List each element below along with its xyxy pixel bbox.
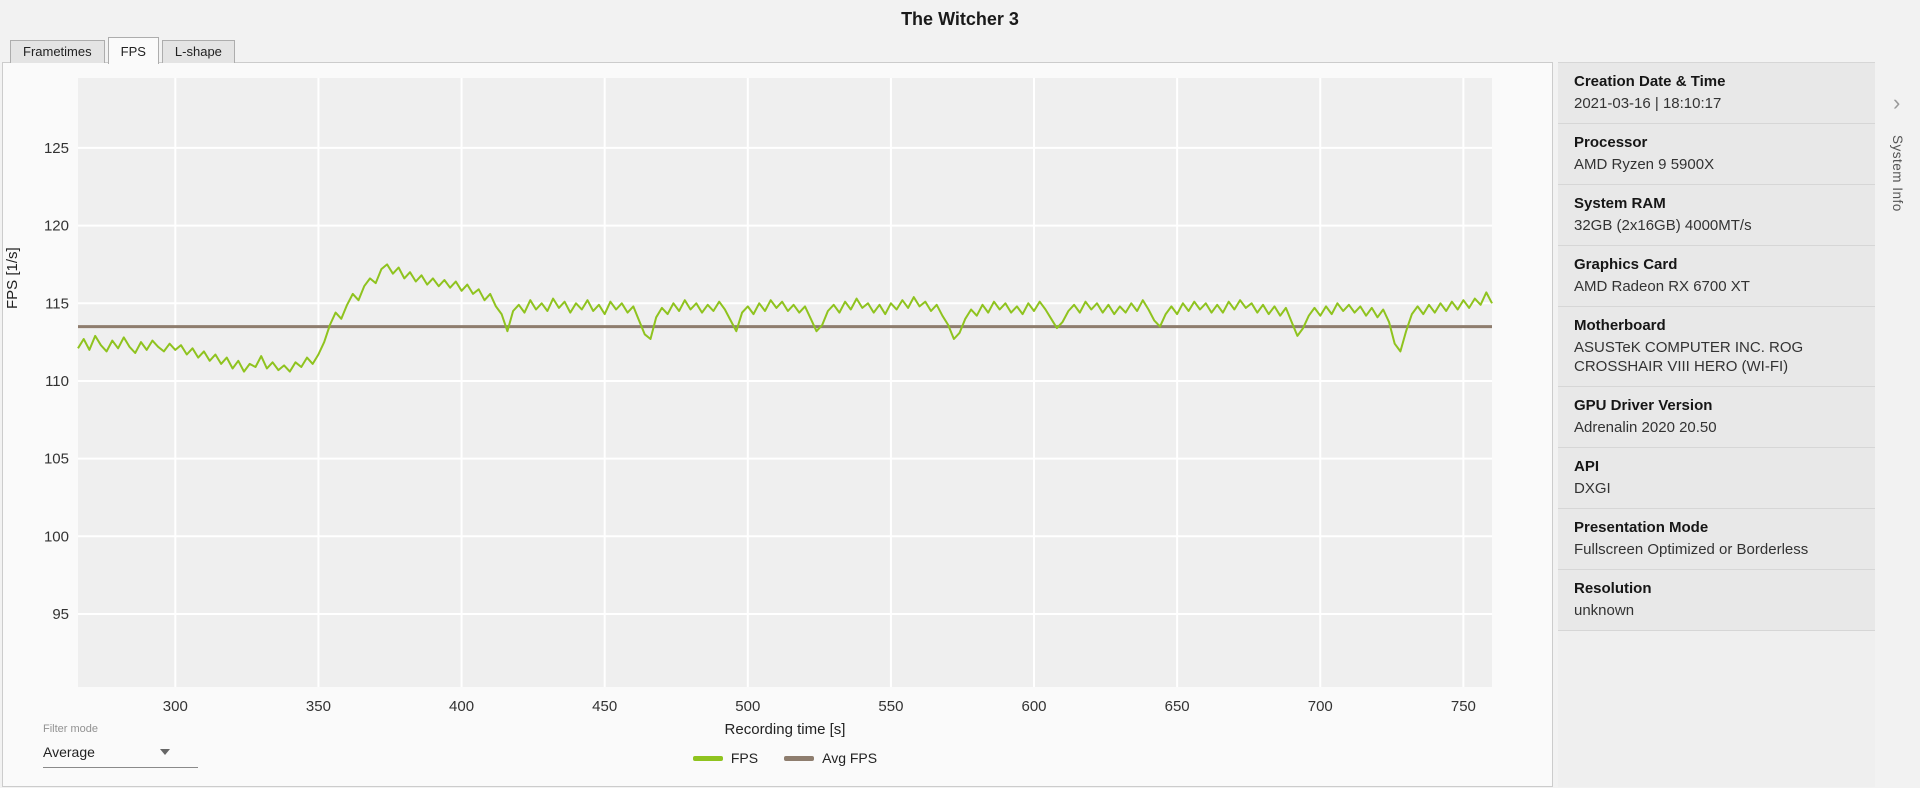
collapse-chevron-icon[interactable]: › bbox=[1893, 90, 1901, 115]
entry-value: Adrenalin 2020 20.50 bbox=[1574, 419, 1717, 436]
entry-value: unknown bbox=[1574, 602, 1635, 619]
entry-value: Fullscreen Optimized or Borderless bbox=[1574, 541, 1809, 558]
x-axis-label: Recording time [s] bbox=[724, 721, 846, 738]
system-info-entry: Motherboard ASUSTeK COMPUTER INC. ROG CR… bbox=[1558, 307, 1875, 387]
system-info-entry: Processor AMD Ryzen 9 5900X bbox=[1558, 124, 1875, 185]
entry-label: API bbox=[1574, 458, 1600, 475]
tab-lshape[interactable]: L-shape bbox=[161, 40, 235, 63]
system-info-entry: System RAM 32GB (2x16GB) 4000MT/s bbox=[1558, 185, 1875, 246]
system-info-entry: GPU Driver Version Adrenalin 2020 20.50 bbox=[1558, 387, 1875, 448]
page-title: The Witcher 3 bbox=[901, 9, 1019, 29]
entry-value: DXGI bbox=[1574, 480, 1611, 497]
system-info-entry: API DXGI bbox=[1558, 448, 1875, 509]
entry-value: ASUSTeK COMPUTER INC. ROG CROSSHAIR VIII… bbox=[1574, 339, 1804, 375]
entry-label: Creation Date & Time bbox=[1574, 73, 1726, 90]
legend-item-fps: FPS bbox=[692, 750, 759, 766]
system-info-entry: Resolution unknown bbox=[1558, 570, 1875, 631]
fps-chart[interactable]: 300 350 400 450 500 550 600 650 700 750 95 100 105 11… bbox=[3, 63, 1552, 728]
svg-text:550: 550 bbox=[878, 698, 903, 715]
svg-text:120: 120 bbox=[44, 218, 69, 235]
svg-text:95: 95 bbox=[52, 606, 69, 623]
legend-label-avg-fps: Avg FPS bbox=[822, 750, 878, 766]
system-info-entry: Graphics Card AMD Radeon RX 6700 XT bbox=[1558, 246, 1875, 307]
svg-text:105: 105 bbox=[44, 451, 69, 468]
entry-label: Resolution bbox=[1574, 580, 1652, 597]
entry-value: 2021-03-16 | 18:10:17 bbox=[1574, 95, 1722, 112]
entry-value: AMD Ryzen 9 5900X bbox=[1574, 156, 1715, 173]
svg-text:500: 500 bbox=[735, 698, 760, 715]
svg-text:650: 650 bbox=[1165, 698, 1190, 715]
svg-text:300: 300 bbox=[163, 698, 188, 715]
legend-label-fps: FPS bbox=[730, 750, 759, 766]
svg-text:700: 700 bbox=[1308, 698, 1333, 715]
svg-text:400: 400 bbox=[449, 698, 474, 715]
entry-label: Motherboard bbox=[1574, 317, 1666, 334]
entry-label: Graphics Card bbox=[1574, 256, 1678, 273]
filter-mode-value: Average bbox=[43, 744, 95, 760]
entry-value: 32GB (2x16GB) 4000MT/s bbox=[1574, 217, 1752, 234]
entry-label: System RAM bbox=[1574, 195, 1666, 212]
system-info-entry: Presentation Mode Fullscreen Optimized o… bbox=[1558, 509, 1875, 570]
svg-text:100: 100 bbox=[44, 528, 69, 545]
svg-text:450: 450 bbox=[592, 698, 617, 715]
system-info-rail-tab[interactable]: System Info bbox=[1890, 135, 1905, 212]
entry-value: AMD Radeon RX 6700 XT bbox=[1574, 278, 1750, 295]
svg-text:350: 350 bbox=[306, 698, 331, 715]
svg-text:125: 125 bbox=[44, 140, 69, 157]
system-info-entry: Creation Date & Time 2021-03-16 | 18:10:… bbox=[1558, 62, 1875, 124]
chart-panel: 300 350 400 450 500 550 600 650 700 750 95 100 105 11… bbox=[2, 62, 1553, 787]
entry-label: GPU Driver Version bbox=[1574, 397, 1713, 414]
tab-strip: Frametimes FPS L-shape bbox=[10, 37, 238, 64]
dropdown-arrow-icon bbox=[160, 749, 170, 755]
entry-label: Presentation Mode bbox=[1574, 519, 1709, 536]
system-info-panel: Creation Date & Time 2021-03-16 | 18:10:… bbox=[1558, 62, 1875, 787]
svg-text:115: 115 bbox=[45, 295, 69, 312]
legend-item-avg-fps: Avg FPS bbox=[784, 750, 877, 766]
filter-mode-label: Filter mode bbox=[43, 723, 99, 735]
svg-text:750: 750 bbox=[1451, 698, 1476, 715]
tab-fps[interactable]: FPS bbox=[107, 37, 159, 64]
avg-fps-line-swatch bbox=[784, 755, 815, 761]
entry-label: Processor bbox=[1574, 134, 1648, 151]
filter-mode-block: Filter mode Average bbox=[43, 723, 203, 768]
y-axis-label: FPS [1/s] bbox=[4, 247, 21, 309]
chart-legend: FPS Avg FPS bbox=[78, 750, 1492, 766]
svg-text:600: 600 bbox=[1022, 698, 1047, 715]
svg-text:110: 110 bbox=[45, 373, 69, 390]
fps-line-swatch bbox=[692, 755, 723, 761]
filter-mode-select[interactable]: Average bbox=[43, 740, 198, 768]
tab-frametimes[interactable]: Frametimes bbox=[10, 40, 105, 63]
